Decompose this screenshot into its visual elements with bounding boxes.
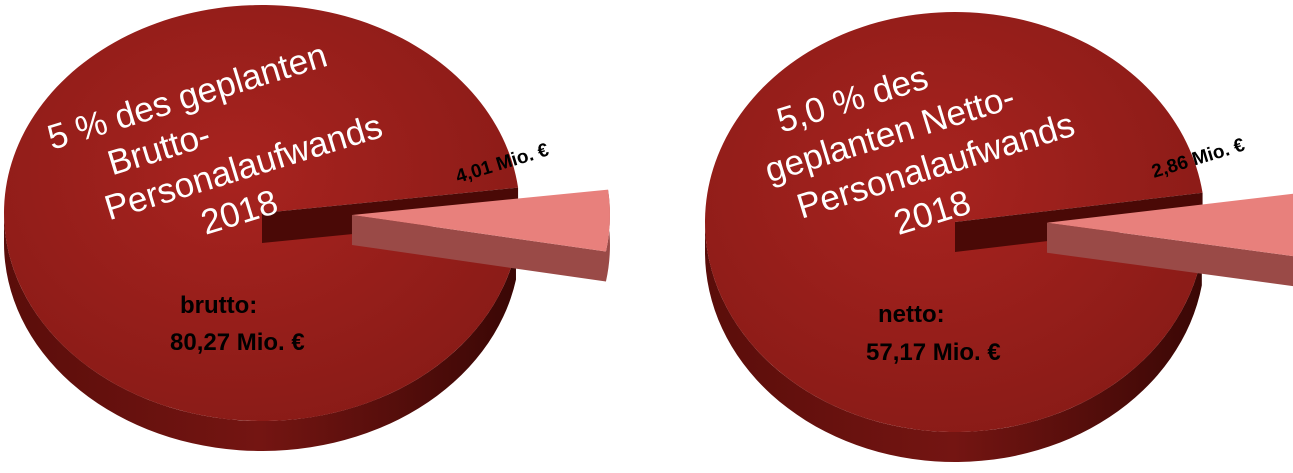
pie-brutto-main-top bbox=[3, 4, 519, 422]
pie-netto: 5,0 % des geplanten Netto- Personalaufwa… bbox=[705, 11, 1293, 462]
pie-netto-main-label: netto: bbox=[878, 301, 945, 328]
pie-netto-small-side bbox=[1047, 222, 1293, 287]
pie-brutto-main-value-label: 80,27 Mio. € bbox=[170, 329, 305, 356]
pie-netto-small-top bbox=[1047, 193, 1293, 257]
pie-brutto-small-side bbox=[351, 189, 610, 282]
pie-brutto-small-top bbox=[351, 189, 610, 252]
pie-brutto-main-label: brutto: bbox=[180, 292, 257, 319]
pie-netto-main-top bbox=[705, 11, 1203, 432]
pie-netto-main-value-label: 57,17 Mio. € bbox=[866, 339, 1001, 366]
pie-brutto: 5 % des geplanten Brutto- Personalaufwan… bbox=[3, 4, 610, 451]
